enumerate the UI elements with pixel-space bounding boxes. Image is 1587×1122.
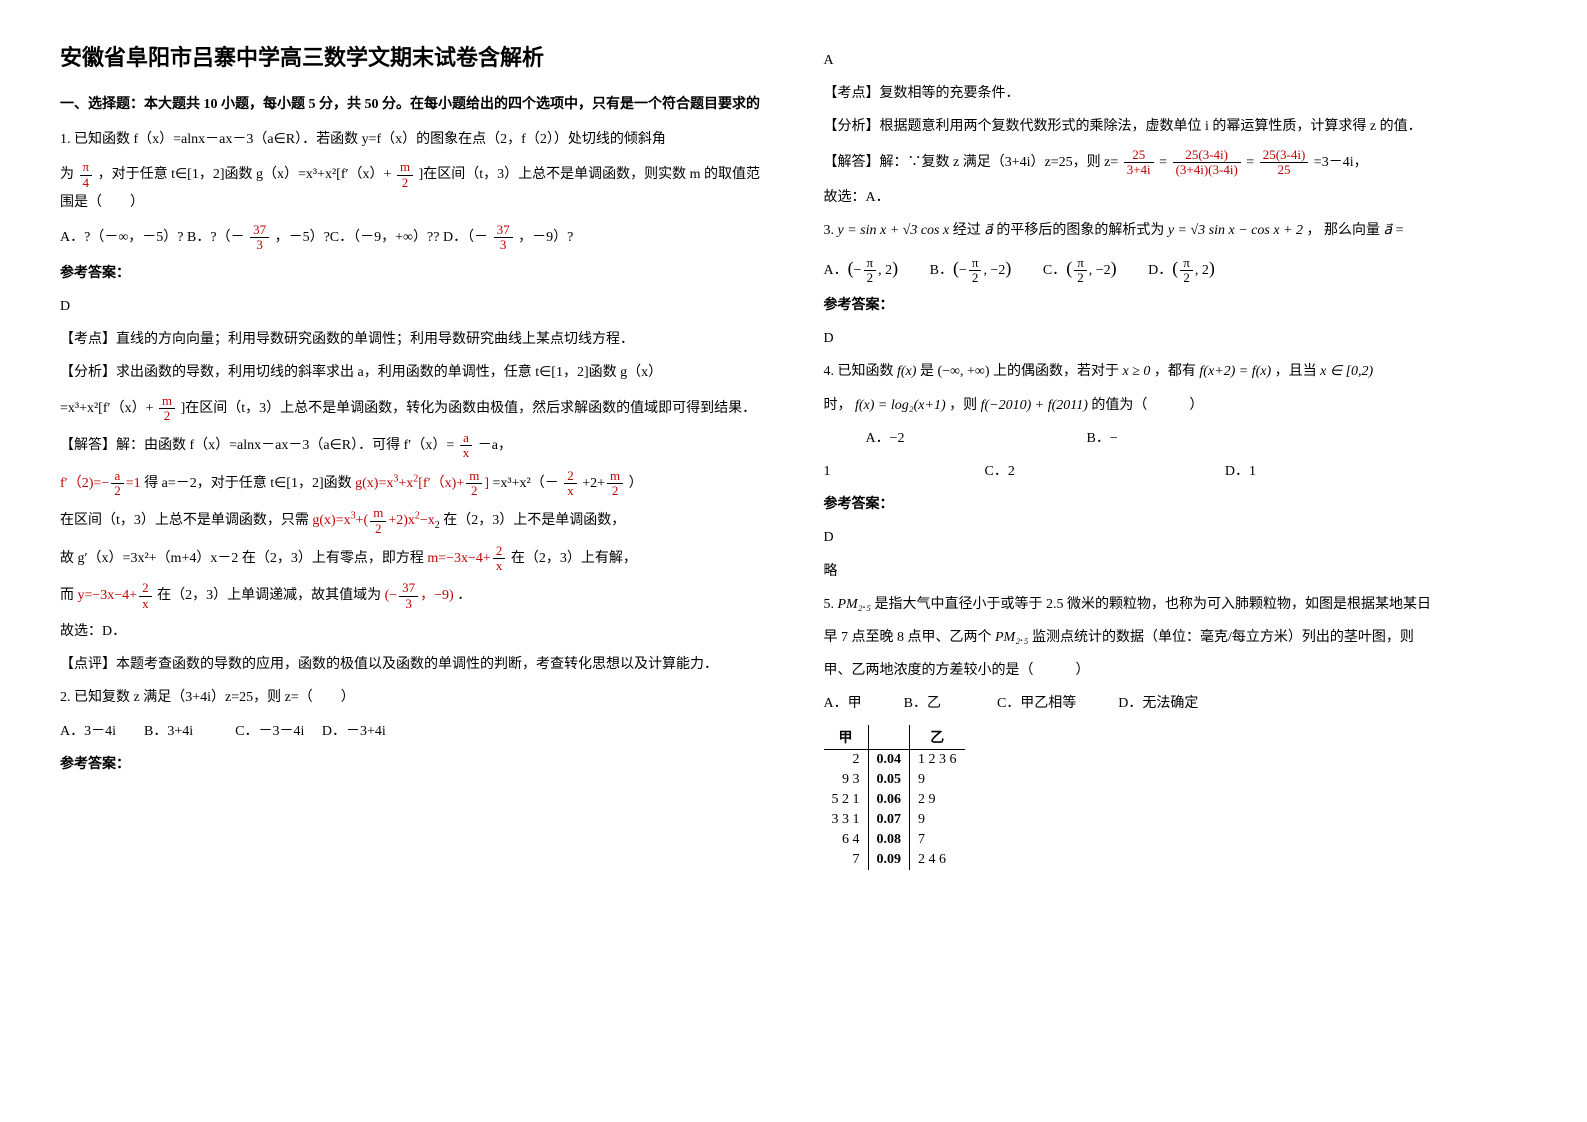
q2-jieda-2: 故选：A． — [824, 185, 1528, 210]
fraction-icon: m2 — [607, 469, 623, 499]
fraction-icon: 2x — [564, 469, 577, 499]
q1-jieda-2: f′（2)=−a2=1 得 a=－2，对于任意 t∈[1，2]函数 g(x)=x… — [60, 469, 764, 499]
q1-answer: D — [60, 294, 764, 319]
fraction-icon: 373 — [494, 223, 513, 253]
answer-label: 参考答案： — [824, 293, 1528, 318]
leaf-header-left: 甲 — [824, 725, 869, 750]
math-expr: y = √3 sin x − cos x + 2 — [1168, 223, 1303, 238]
q2-options: A．3－4i B．3+4i C．－3－4i D．－3+4i — [60, 719, 764, 744]
table-row: 5 2 10.062 9 — [824, 790, 965, 810]
q4-stem-1: 4. 已知函数 f(x) 是 (−∞, +∞) 上的偶函数，若对于 x ≥ 0 … — [824, 359, 1528, 384]
table-row: 6 40.087 — [824, 830, 965, 850]
q4-options-2: 1 C．2 D．1 — [824, 459, 1528, 484]
fraction-icon: m2 — [159, 394, 175, 424]
fraction-icon: 373 — [250, 223, 269, 253]
q1-fenxi-1: 【分析】求出函数的导数，利用切线的斜率求出 a，利用函数的单调性，任意 t∈[1… — [60, 360, 764, 385]
q1-jieda-1: 【解答】解：由函数 f（x）=alnx－ax－3（a∈R）．可得 f′（x）= … — [60, 431, 764, 461]
table-row: 70.092 4 6 — [824, 850, 965, 870]
section-1-title: 一、选择题：本大题共 10 小题，每小题 5 分，共 50 分。在每小题给出的四… — [60, 92, 764, 117]
exam-title: 安徽省阜阳市吕寨中学高三数学文期末试卷含解析 — [60, 40, 764, 72]
q2-kaodian: 【考点】复数相等的充要条件． — [824, 81, 1528, 106]
answer-label: 参考答案： — [60, 261, 764, 286]
q2-jieda: 【解答】解：∵复数 z 满足（3+4i）z=25，则 z= 253+4i = 2… — [824, 148, 1528, 178]
answer-label: 参考答案： — [60, 752, 764, 777]
right-column: A 【考点】复数相等的充要条件． 【分析】根据题意利用两个复数代数形式的乘除法，… — [824, 40, 1528, 870]
q1-stem-2: 为 π4 ，对于任意 t∈[1，2]函数 g（x）=x³+x²[f′（x）+ m… — [60, 160, 764, 215]
stem-leaf-plot: 甲 乙 20.041 2 3 69 30.0595 2 10.062 93 3 … — [824, 725, 965, 870]
q1-stem-1: 1. 已知函数 f（x）=alnx－ax－3（a∈R）．若函数 y=f（x）的图… — [60, 127, 764, 152]
q5-stem-3: 甲、乙两地浓度的方差较小的是（ ） — [824, 658, 1528, 683]
q4-lue: 略 — [824, 559, 1528, 584]
q3-options: A．(−π2, 2) B．(−π2, −2) C．(π2, −2) D．(π2,… — [824, 252, 1528, 286]
table-header: 甲 乙 — [824, 725, 965, 750]
math-expr: y = sin x + √3 cos x — [838, 223, 950, 238]
q2-fenxi: 【分析】根据题意利用两个复数代数形式的乘除法，虚数单位 i 的幂运算性质，计算求… — [824, 114, 1528, 139]
fraction-icon: 25(3-4i)(3+4i)(3-4i) — [1173, 148, 1241, 178]
left-column: 安徽省阜阳市吕寨中学高三数学文期末试卷含解析 一、选择题：本大题共 10 小题，… — [60, 40, 764, 870]
q5-options: A．甲 B．乙 C．甲乙相等 D．无法确定 — [824, 691, 1528, 716]
q1-options: A．?（－∞，－5）? B．?（－ 373 ，－5）?C．（－9，+∞）?? D… — [60, 223, 764, 253]
table-row: 3 3 10.079 — [824, 810, 965, 830]
q5-stem-1: 5. PM₂.₅ 是指大气中直径小于或等于 2.5 微米的颗粒物，也称为可入肺颗… — [824, 592, 1528, 617]
q4-stem-2: 时， f(x) = log₂(x+1) ，则 f(−2010) + f(2011… — [824, 393, 1528, 418]
fraction-icon: ax — [460, 431, 473, 461]
q3-stem: 3. y = sin x + √3 cos x 经过 a⃗ 的平移后的图象的解析… — [824, 218, 1528, 243]
fraction-icon: 253+4i — [1124, 148, 1154, 178]
q1-dianping: 【点评】本题考查函数的导数的应用，函数的极值以及函数的单调性的判断，考查转化思想… — [60, 652, 764, 677]
fraction-icon: π4 — [80, 160, 93, 190]
table-row: 20.041 2 3 6 — [824, 749, 965, 770]
q1-kaodian: 【考点】直线的方向向量；利用导数研究函数的单调性；利用导数研究曲线上某点切线方程… — [60, 327, 764, 352]
vector-a: a⃗ — [984, 223, 993, 238]
q1-fenxi-2: =x³+x²[f′（x）+ m2 ]在区间（t，3）上总不是单调函数，转化为函数… — [60, 394, 764, 424]
table-row: 9 30.059 — [824, 770, 965, 790]
answer-label: 参考答案： — [824, 492, 1528, 517]
q2-stem: 2. 已知复数 z 满足（3+4i）z=25，则 z=（ ） — [60, 685, 764, 710]
q4-answer: D — [824, 525, 1528, 550]
q2-answer: A — [824, 48, 1528, 73]
q1-jieda-3: 在区间（t，3）上总不是单调函数，只需 g(x)=x3+(m2+2)x2−x2 … — [60, 506, 764, 536]
vector-a: a⃗ — [1384, 223, 1393, 238]
leaf-header-right: 乙 — [910, 725, 965, 750]
q5-stem-2: 早 7 点至晚 8 点甲、乙两个 PM₂.₅ 监测点统计的数据（单位：毫克/每立… — [824, 625, 1528, 650]
q3-answer: D — [824, 326, 1528, 351]
q4-options-1: A．−2 B．− — [824, 426, 1528, 451]
fraction-icon: 25(3-4i)25 — [1260, 148, 1309, 178]
q1-jieda-5: 而 y=−3x−4+2x 在（2，3）上单调递减，故其值域为 (−373，−9)… — [60, 581, 764, 611]
q1-jieda-4: 故 g′（x）=3x²+（m+4）x－2 在（2，3）上有零点，即方程 m=−3… — [60, 544, 764, 574]
q1-jieda-6: 故选：D． — [60, 619, 764, 644]
fraction-icon: m2 — [397, 160, 413, 190]
